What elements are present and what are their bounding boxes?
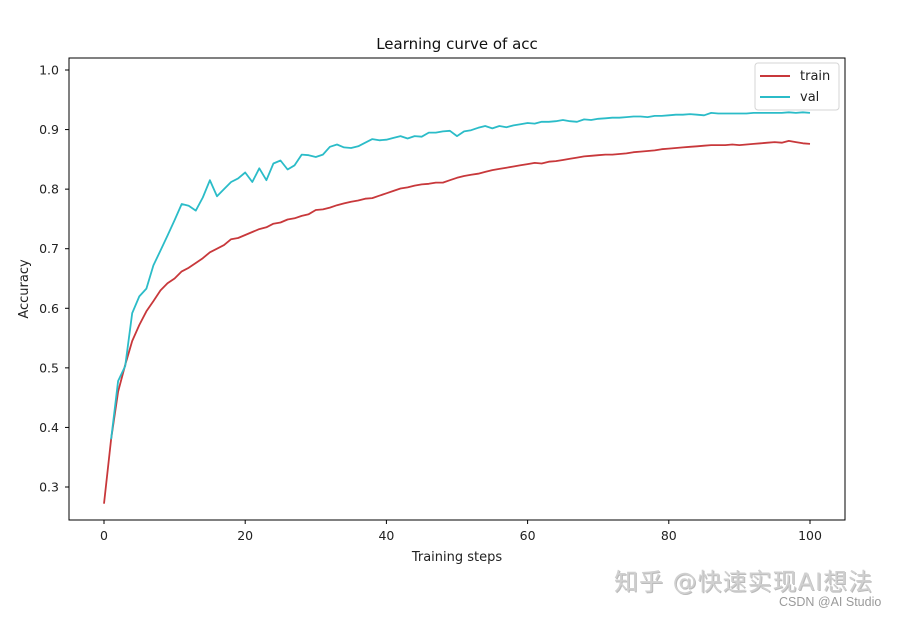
y-axis-title: Accuracy <box>17 259 32 319</box>
x-tick-label: 80 <box>661 528 677 543</box>
x-tick-label: 40 <box>378 528 394 543</box>
y-tick-label: 0.8 <box>39 182 59 197</box>
x-tick-label: 60 <box>520 528 536 543</box>
legend-box <box>754 62 840 111</box>
y-tick-label: 0.5 <box>39 360 59 375</box>
y-tick-label: 1.0 <box>39 63 59 78</box>
x-tick-label: 0 <box>100 528 108 543</box>
x-tick-label: 100 <box>798 528 822 543</box>
legend-train-label: train <box>800 69 830 84</box>
series-layer <box>103 111 811 504</box>
y-tick-label: 0.4 <box>39 420 59 435</box>
y-axis: 0.3 0.4 0.5 0.6 0.7 0.8 0.9 1.0 <box>39 63 69 495</box>
watermark-csdn: CSDN @AI Studio <box>779 595 882 609</box>
legend-val-label: val <box>800 90 819 105</box>
x-tick-label: 20 <box>237 528 253 543</box>
chart-title: Learning curve of acc <box>376 35 538 53</box>
series-line-val <box>110 111 811 440</box>
plot-area <box>68 57 846 521</box>
x-axis: 0 20 40 60 80 100 <box>100 520 822 543</box>
x-axis-title: Training steps <box>411 550 503 565</box>
series-line-train <box>103 139 811 504</box>
y-tick-label: 0.6 <box>39 301 59 316</box>
legend: train val <box>754 62 840 111</box>
y-tick-label: 0.7 <box>39 241 59 256</box>
watermark-zhihu: 知乎 @快速实现AI想法 <box>614 568 874 596</box>
y-tick-label: 0.3 <box>39 480 59 495</box>
y-tick-label: 0.9 <box>39 122 59 137</box>
